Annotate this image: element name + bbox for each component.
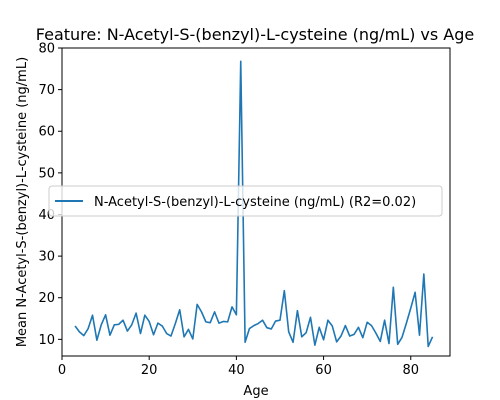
y-axis-label: Mean N-Acetyl-S-(benzyl)-L-cysteine (ng/… xyxy=(15,57,30,347)
y-tick-label: 70 xyxy=(38,83,55,98)
x-tick-label: 40 xyxy=(228,363,245,378)
chart-title: Feature: N-Acetyl-S-(benzyl)-L-cysteine … xyxy=(36,25,474,44)
x-axis-label: Age xyxy=(243,384,268,399)
x-tick-label: 20 xyxy=(141,363,158,378)
legend-entry-label: N-Acetyl-S-(benzyl)-L-cysteine (ng/mL) (… xyxy=(94,195,416,210)
x-tick-label: 60 xyxy=(315,363,332,378)
y-tick-label: 20 xyxy=(38,291,55,306)
legend: N-Acetyl-S-(benzyl)-L-cysteine (ng/mL) (… xyxy=(49,186,442,216)
x-tick-label: 80 xyxy=(402,363,419,378)
y-tick-label: 80 xyxy=(38,42,55,57)
y-tick-label: 60 xyxy=(38,125,55,140)
x-tick-label: 0 xyxy=(58,363,66,378)
y-tick-label: 50 xyxy=(38,166,55,181)
y-tick-label: 10 xyxy=(38,333,55,348)
x-axis: 0 20 40 60 80 xyxy=(58,356,419,378)
y-tick-label: 30 xyxy=(38,250,55,265)
